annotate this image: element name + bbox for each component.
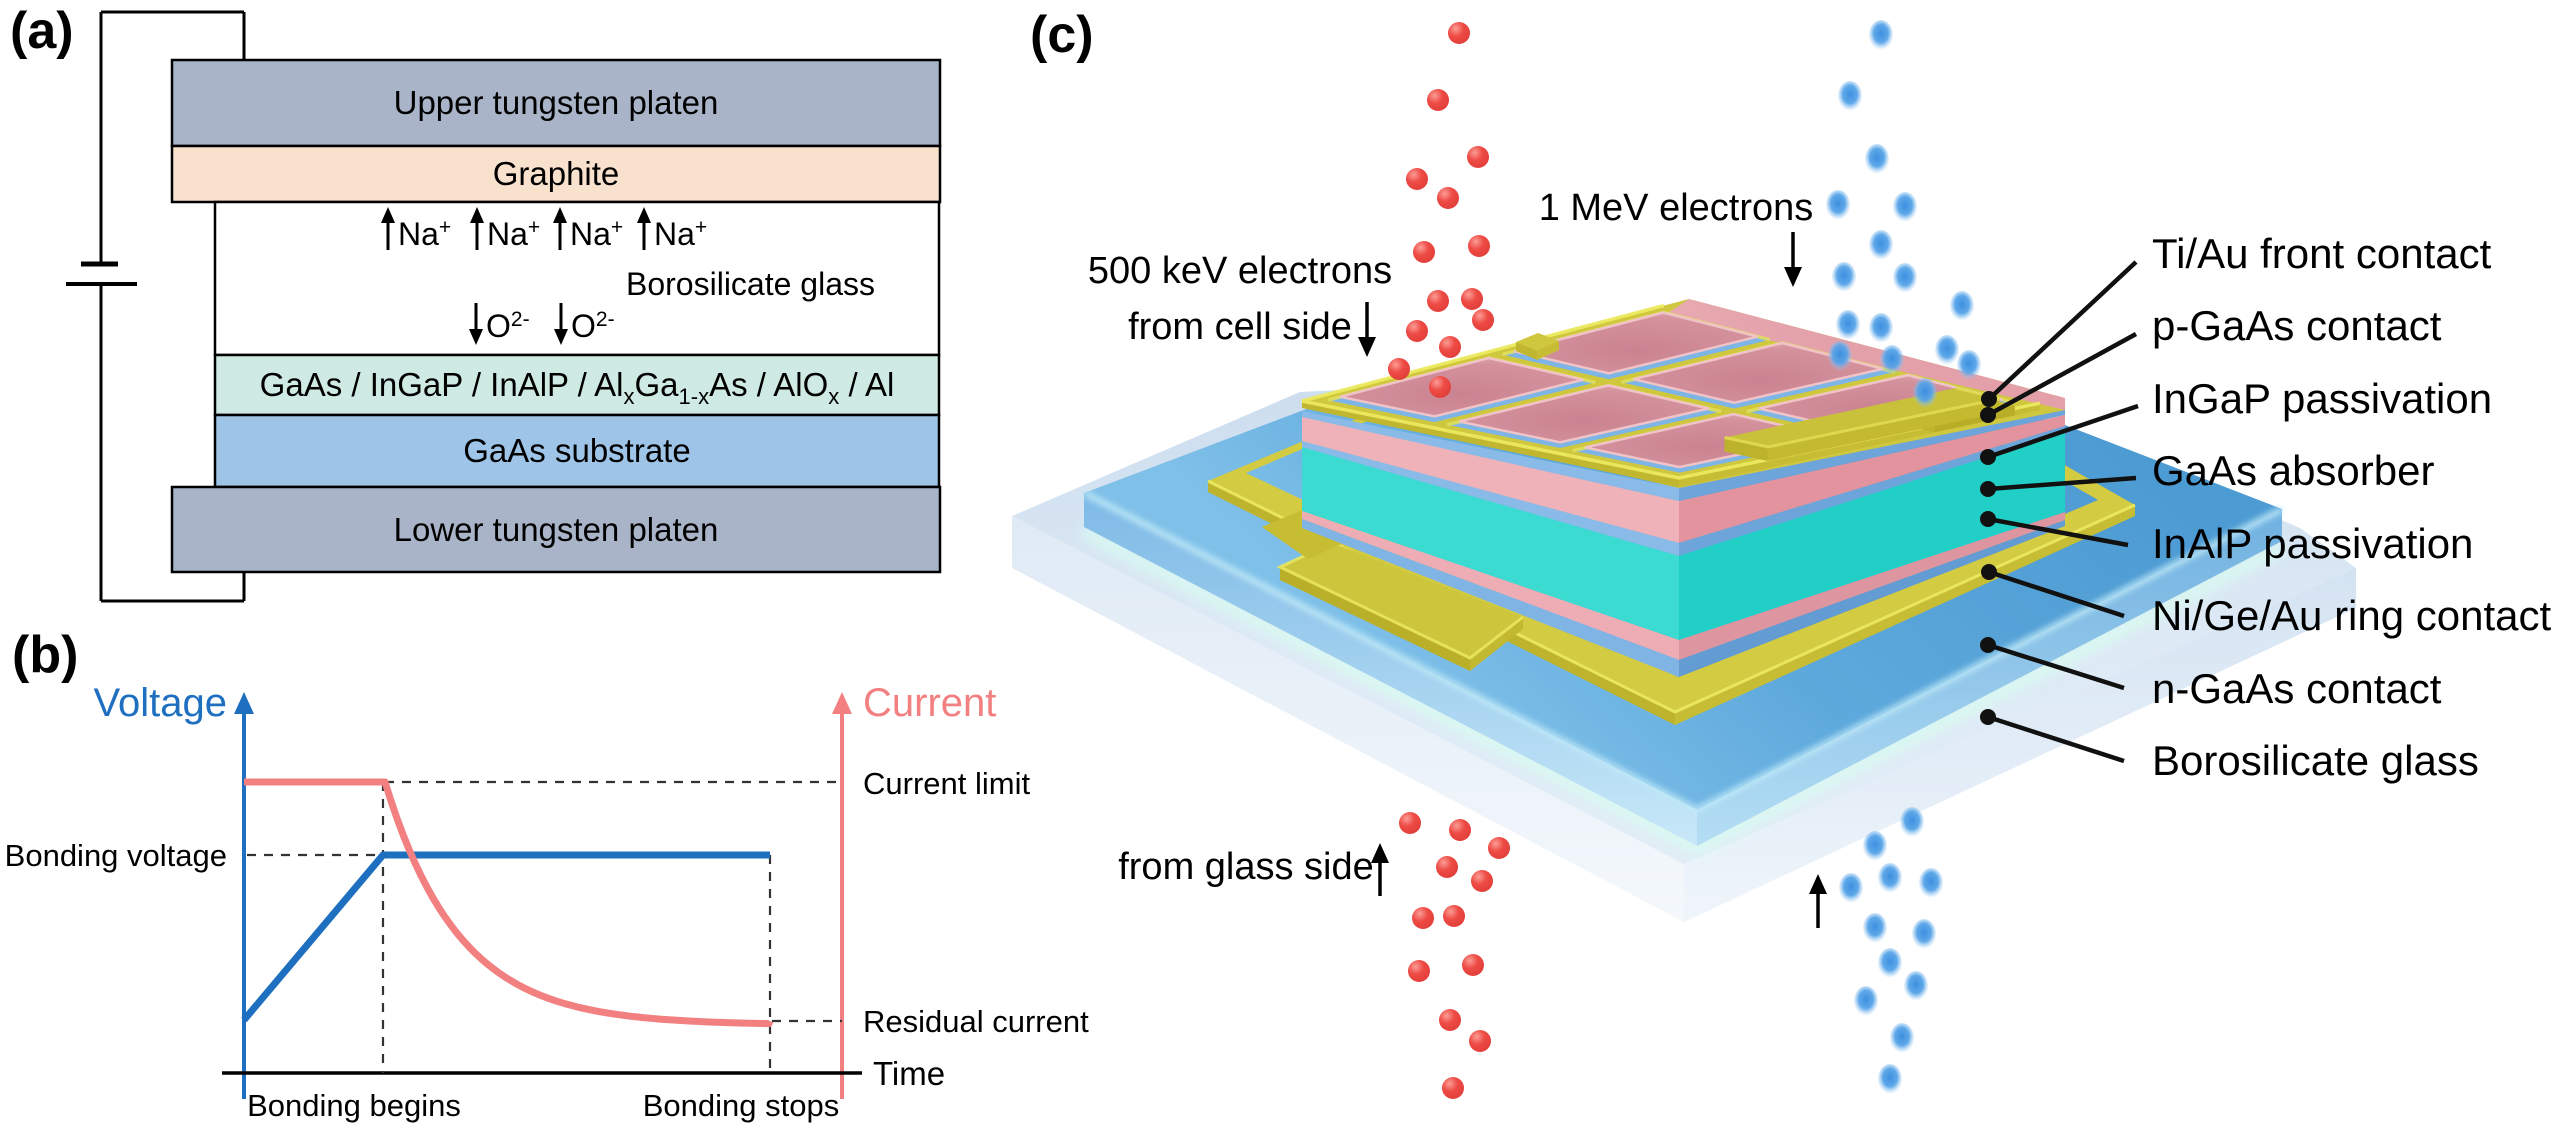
svg-text:from cell side: from cell side — [1128, 306, 1352, 348]
svg-text:1 MeV electrons: 1 MeV electrons — [1539, 187, 1814, 229]
svg-text:(a): (a) — [10, 2, 74, 60]
svg-text:Bonding voltage: Bonding voltage — [5, 838, 227, 873]
svg-text:Lower tungsten platen: Lower tungsten platen — [394, 511, 719, 548]
svg-text:GaAs substrate: GaAs substrate — [463, 432, 690, 469]
svg-text:from glass side: from glass side — [1118, 846, 1374, 888]
svg-text:(b): (b) — [12, 626, 78, 684]
svg-text:Current: Current — [863, 681, 996, 725]
svg-text:(c): (c) — [1030, 6, 1094, 64]
svg-text:Ti/Au front contact: Ti/Au front contact — [2152, 230, 2492, 277]
svg-text:GaAs / InGaP / InAlP / AlxGa1-: GaAs / InGaP / InAlP / AlxGa1-xAs / AlOx… — [260, 366, 895, 409]
svg-text:O2-: O2- — [571, 308, 615, 344]
svg-text:Current limit: Current limit — [863, 766, 1030, 801]
svg-text:InAlP passivation: InAlP passivation — [2152, 520, 2473, 567]
svg-text:Borosilicate glass: Borosilicate glass — [2152, 737, 2479, 784]
svg-text:Upper tungsten platen: Upper tungsten platen — [394, 84, 719, 121]
svg-text:Time: Time — [873, 1055, 945, 1092]
svg-text:Borosilicate glass: Borosilicate glass — [626, 266, 875, 302]
svg-text:InGaP passivation: InGaP passivation — [2152, 375, 2492, 422]
svg-text:Ni/Ge/Au ring contact: Ni/Ge/Au ring contact — [2152, 592, 2552, 639]
svg-text:Voltage: Voltage — [94, 681, 227, 725]
svg-text:GaAs absorber: GaAs absorber — [2152, 447, 2434, 494]
svg-text:500 keV electrons: 500 keV electrons — [1088, 250, 1392, 292]
svg-text:n-GaAs contact: n-GaAs contact — [2152, 665, 2442, 712]
svg-text:Residual current: Residual current — [863, 1004, 1089, 1039]
svg-text:p-GaAs contact: p-GaAs contact — [2152, 302, 2442, 349]
svg-text:Bonding stops: Bonding stops — [643, 1088, 839, 1123]
svg-text:Graphite: Graphite — [493, 155, 620, 192]
svg-text:Bonding begins: Bonding begins — [247, 1088, 461, 1123]
